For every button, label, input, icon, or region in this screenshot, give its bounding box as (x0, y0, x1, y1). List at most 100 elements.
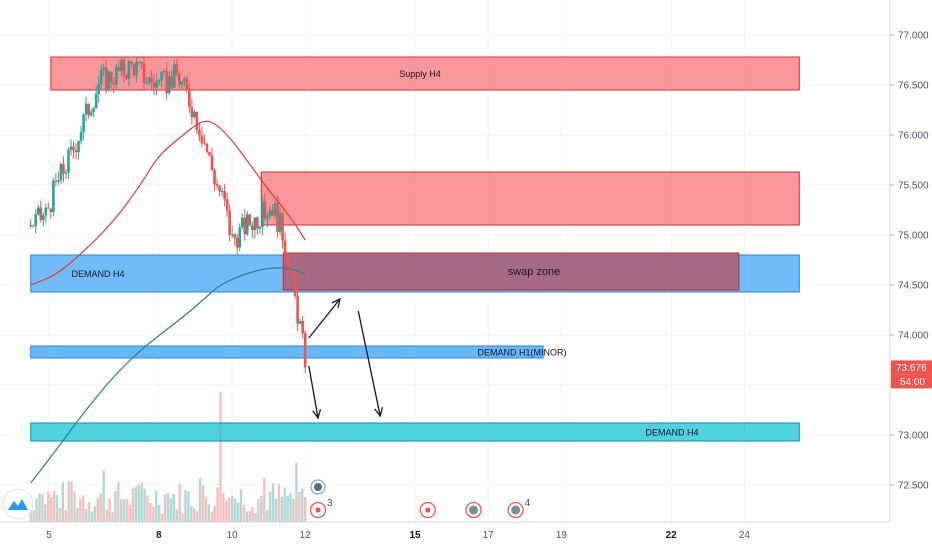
volume-bar (304, 496, 307, 522)
zone-upper-supply[interactable] (260, 171, 800, 226)
candle-body (97, 84, 100, 95)
candle-body (36, 207, 40, 215)
candle-body (218, 185, 221, 192)
volume-bar (131, 488, 135, 522)
zone-label-demand-h4-lower: DEMAND H4 (645, 428, 698, 438)
time-axis[interactable]: 5 8 10 12 15 17 19 22 24 (0, 521, 932, 550)
candle-body (276, 203, 279, 233)
candle-body (205, 143, 209, 152)
candle-body (188, 90, 191, 108)
volume-bar (236, 502, 240, 522)
volume-bar (195, 511, 199, 522)
volume-bar (128, 505, 132, 522)
volume-bar (157, 504, 161, 522)
candle-body (82, 114, 85, 133)
candle-body (157, 79, 161, 82)
candle-body (298, 321, 302, 324)
candle-body (296, 295, 299, 324)
volume-bar (79, 498, 82, 522)
volume-bar (245, 511, 248, 522)
volume-bar (219, 392, 222, 522)
volume-bar (207, 504, 211, 522)
candle-body (263, 201, 267, 219)
time-tick-label: 5 (46, 530, 52, 541)
candle-body (180, 81, 184, 85)
volume-bar (213, 506, 216, 522)
candle-body (291, 271, 294, 275)
candle-body (170, 76, 174, 88)
tradingview-logo-badge[interactable] (2, 488, 34, 520)
candle-body (266, 216, 269, 219)
volume-bar (251, 507, 254, 522)
candle-body (109, 71, 113, 83)
candle-body (303, 333, 307, 368)
zone-label-demand-h4-upper: DEMAND H4 (71, 269, 124, 279)
volume-bar (90, 511, 94, 522)
candle-body (39, 207, 43, 220)
candle-body (281, 213, 284, 241)
candle-body (155, 81, 158, 88)
price-axis[interactable]: 77.000 76.500 76.000 75.500 75.000 74.500 74.0… (889, 0, 932, 550)
candle-body (117, 66, 121, 71)
zones-layer: Supply H4 DEMAND H4 swap zone DEMAND H1(MIN… (30, 56, 800, 442)
candle-body (278, 213, 282, 233)
annotations-layer (308, 297, 384, 420)
candle-body (238, 227, 242, 248)
arrow-line[interactable] (357, 310, 381, 417)
candle-body (233, 234, 236, 238)
event-marker-dot (425, 507, 431, 513)
tradingview-logo-icon (8, 499, 28, 510)
candle-body (34, 214, 38, 226)
zone-swap-zone[interactable] (282, 252, 740, 291)
volume-bar (143, 488, 146, 522)
price-tick-label: 74.500 (898, 281, 929, 292)
candle-body (225, 199, 229, 211)
volume-bar (178, 483, 181, 522)
zone-label-demand-h1-minor: DEMAND H1(MINOR) (478, 348, 567, 358)
price-tick-label: 75.500 (898, 181, 929, 192)
candle-body (132, 63, 136, 76)
time-tick-label: 8 (156, 530, 162, 541)
volume-bar (193, 508, 196, 522)
volume-bars (29, 392, 307, 522)
last-price-badge[interactable] (891, 360, 932, 375)
zone-demand-h4-lower[interactable] (30, 422, 800, 442)
candle-body (268, 210, 272, 217)
candle-body (120, 59, 123, 71)
candle-body (183, 78, 186, 82)
arrow-line[interactable] (308, 298, 341, 339)
candles-layer (29, 56, 307, 373)
candle-body (185, 78, 189, 91)
volume-bar (108, 498, 111, 522)
volume-bar (169, 498, 173, 522)
time-tick-label: 22 (666, 530, 678, 541)
candle-body (258, 226, 262, 229)
volume-bar (184, 489, 187, 522)
candle-body (130, 61, 133, 64)
volume-bar (289, 492, 292, 522)
candle-body (112, 82, 116, 85)
volume-bar (242, 504, 246, 522)
zone-demand-h1-minor[interactable] (30, 345, 544, 359)
volume-bar (105, 509, 108, 522)
candle-body (215, 183, 219, 186)
volume-bar (228, 497, 231, 522)
candle-body (69, 146, 73, 150)
arrow-head (374, 407, 384, 418)
candle-body (253, 217, 257, 230)
volume-bar (283, 487, 286, 522)
arrow-line[interactable] (308, 365, 319, 419)
volume-bar (295, 462, 298, 522)
time-axis-background (0, 522, 932, 550)
volume-bar (187, 491, 190, 522)
volume-bar (58, 508, 62, 522)
candle-body (165, 71, 168, 94)
volume-bar (181, 513, 184, 522)
candle-body (107, 71, 111, 89)
candle-body (248, 214, 252, 226)
volume-bar (175, 509, 178, 522)
tradingview-logo[interactable] (2, 488, 34, 520)
volume-bar (292, 499, 295, 522)
volume-bar (120, 499, 123, 522)
